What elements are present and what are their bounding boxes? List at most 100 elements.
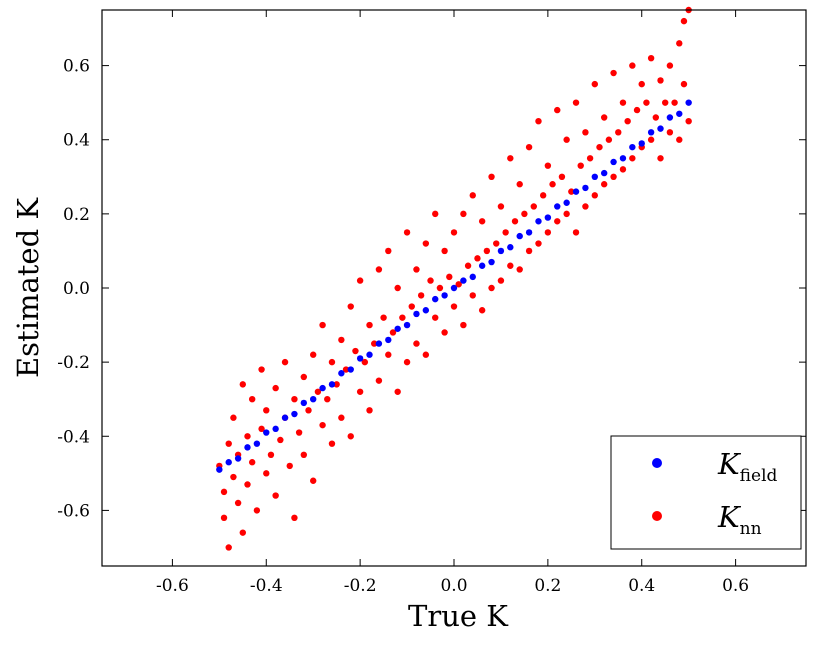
data-point xyxy=(272,492,279,499)
data-point xyxy=(225,544,232,551)
data-point xyxy=(300,399,308,407)
data-point xyxy=(516,181,523,188)
data-point xyxy=(220,488,228,496)
data-point xyxy=(619,155,627,162)
legend-label-field: Kfield xyxy=(717,447,778,486)
data-point xyxy=(507,262,514,269)
data-point xyxy=(497,247,505,255)
data-point xyxy=(258,366,265,373)
data-point xyxy=(572,188,580,195)
data-point xyxy=(408,303,415,310)
data-point xyxy=(422,351,430,358)
data-point xyxy=(676,110,683,117)
data-point xyxy=(582,203,589,210)
data-point xyxy=(286,462,293,470)
data-point xyxy=(610,158,617,166)
data-point xyxy=(422,307,430,314)
data-point xyxy=(328,381,336,388)
data-point xyxy=(600,169,608,177)
data-point xyxy=(652,114,660,121)
data-point xyxy=(549,181,556,188)
data-point xyxy=(507,244,514,251)
data-point xyxy=(582,184,589,192)
data-point xyxy=(525,143,533,151)
data-point xyxy=(657,155,664,162)
data-point xyxy=(464,262,472,269)
data-point xyxy=(455,281,462,288)
data-point xyxy=(544,214,552,221)
data-point xyxy=(582,129,589,136)
data-point xyxy=(685,118,692,125)
data-point xyxy=(469,192,476,199)
data-point xyxy=(441,292,448,299)
data-point xyxy=(244,444,251,451)
data-point xyxy=(521,210,528,218)
data-point xyxy=(441,247,448,255)
data-point xyxy=(624,118,631,125)
data-point xyxy=(676,136,683,143)
data-point xyxy=(244,433,251,440)
data-point xyxy=(657,125,664,132)
data-point xyxy=(230,473,237,481)
ticks-layer: -0.6 -0.4 -0.2 0.0 0.2 0.4 0.6 -0.6 -0.4 -0.2 0.0 0… xyxy=(57,10,806,596)
data-point xyxy=(319,384,326,392)
data-point xyxy=(525,247,533,255)
data-point xyxy=(291,410,298,418)
data-point xyxy=(389,329,397,336)
data-point xyxy=(432,314,439,321)
data-point xyxy=(591,80,598,88)
data-point xyxy=(666,62,674,69)
data-point xyxy=(554,203,561,210)
data-point xyxy=(596,143,603,151)
points-layer xyxy=(216,6,692,551)
data-point xyxy=(347,303,354,310)
data-point xyxy=(563,199,570,206)
data-point xyxy=(680,80,688,88)
data-point xyxy=(516,232,523,240)
data-point xyxy=(502,229,509,236)
x-tick-label: 0.4 xyxy=(628,576,655,596)
data-point xyxy=(375,377,383,384)
data-point xyxy=(310,396,317,403)
plot-frame xyxy=(101,9,807,567)
data-point xyxy=(591,192,598,199)
data-point xyxy=(356,277,364,284)
legend-subscript-nn: nn xyxy=(740,519,762,539)
data-point xyxy=(544,162,552,169)
data-point xyxy=(319,421,326,429)
data-point xyxy=(216,466,223,473)
data-point xyxy=(450,303,458,310)
data-point xyxy=(666,114,674,121)
data-point xyxy=(629,62,636,69)
data-point xyxy=(300,451,308,458)
data-point xyxy=(248,396,256,403)
data-point xyxy=(399,314,406,321)
data-point xyxy=(563,210,570,218)
data-point xyxy=(361,358,369,366)
data-point xyxy=(371,340,378,347)
data-point xyxy=(427,277,434,284)
y-tick-label: -0.6 xyxy=(57,501,90,521)
data-point xyxy=(310,477,317,484)
data-point xyxy=(563,136,570,143)
data-point xyxy=(277,436,284,444)
data-point xyxy=(239,381,246,388)
data-point xyxy=(610,173,617,180)
legend-subscript-field: field xyxy=(740,466,778,486)
data-point xyxy=(441,329,448,336)
x-axis-label: True K xyxy=(408,599,509,633)
data-point xyxy=(253,440,261,447)
data-point xyxy=(493,240,500,247)
data-point xyxy=(591,173,598,180)
x-tick-label: 0.2 xyxy=(534,576,561,596)
data-point xyxy=(300,373,308,381)
data-point xyxy=(474,255,481,262)
data-point xyxy=(263,429,270,436)
data-point xyxy=(375,340,383,347)
x-tick-label: -0.6 xyxy=(156,576,189,596)
data-point xyxy=(272,384,279,392)
data-point xyxy=(394,325,401,332)
data-point xyxy=(380,314,387,321)
data-point xyxy=(356,388,364,395)
